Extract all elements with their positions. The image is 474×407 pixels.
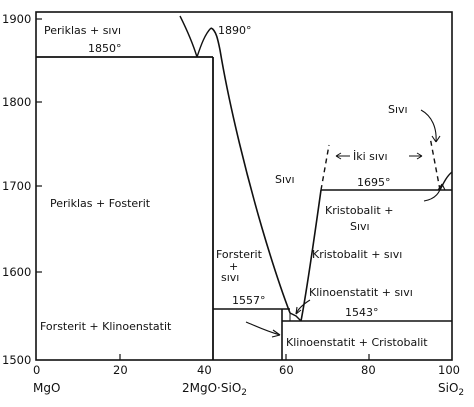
region-periklas-sivi: Periklas + sıvı: [44, 24, 121, 37]
annotation-arrows: [245, 109, 446, 338]
region-forsterit-sivi-2: +: [229, 260, 238, 273]
label-sio2: SiO2: [438, 381, 464, 398]
region-sivi-right: Sıvı: [388, 103, 408, 116]
region-forsterit-sivi-3: sıvı: [221, 271, 239, 284]
phase-boundaries: [36, 15, 453, 360]
x-axis-ticks: [119, 354, 370, 360]
x-tick-80: 80: [361, 363, 376, 377]
x-tick-0: 0: [33, 363, 40, 377]
x-tick-40: 40: [197, 363, 212, 377]
region-kristobalit-sivi: Kristobalit + sıvı: [312, 248, 402, 261]
region-kristobalit-sivi-upper-1: Kristobalit +: [325, 204, 393, 217]
y-tick-1500: 1500: [2, 353, 31, 367]
x-tick-20: 20: [113, 363, 128, 377]
label-2mgo-sio2: 2MgO·SiO2: [182, 381, 247, 398]
x-tick-60: 60: [279, 363, 294, 377]
region-iki-sivi: İki sıvı: [353, 150, 388, 163]
temp-1695: 1695°: [357, 176, 391, 189]
y-tick-1800: 1800: [2, 95, 31, 109]
region-klinoenstatit-cristobalit: Klinoenstatit + Cristobalit: [286, 336, 428, 349]
label-mgo: MgO: [33, 381, 60, 395]
region-kristobalit-sivi-upper-2: Sıvı: [350, 220, 370, 233]
y-tick-1700: 1700: [2, 179, 31, 193]
temp-1557: 1557°: [232, 294, 266, 307]
region-sivi-center: Sıvı: [275, 173, 295, 186]
temp-1850: 1850°: [88, 42, 122, 55]
region-forsterit-klinoenstatit: Forsterit + Klinoenstatit: [40, 320, 172, 333]
region-klinoenstatit-sivi: Klinoenstatit + sıvı: [309, 286, 413, 299]
y-tick-1600: 1600: [2, 265, 31, 279]
y-tick-1900: 1900: [2, 12, 31, 26]
x-tick-100: 100: [438, 363, 460, 377]
region-periklas-fosterit: Periklas + Fosterit: [50, 197, 151, 210]
y-axis-ticks: [36, 18, 42, 273]
temp-1890: 1890°: [218, 24, 252, 37]
temp-1543: 1543°: [345, 306, 379, 319]
region-forsterit-sivi-1: Forsterit: [216, 248, 263, 261]
